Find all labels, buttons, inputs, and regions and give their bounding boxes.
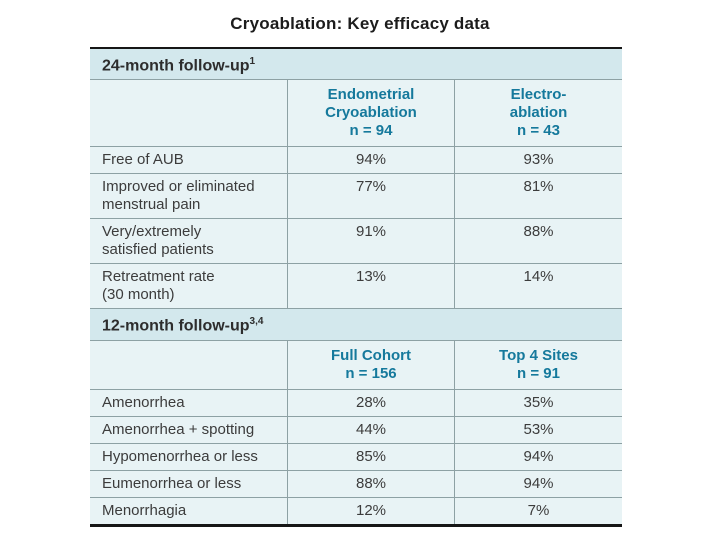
value-cell: 28% [288, 389, 455, 416]
column-header-cell: Top 4 Sites n = 91 [455, 341, 622, 389]
section-heading-text: 12-month follow-up [102, 317, 250, 335]
value-cell: 88% [523, 223, 554, 241]
table-row: Free of AUB 94% 93% [90, 147, 622, 175]
row-label-cell: Free of AUB [90, 147, 288, 174]
section-heading-superscript: 3,4 [249, 316, 264, 328]
row-label-cell: Amenorrhea [90, 389, 288, 416]
table-row: Amenorrhea + spotting 44% 53% [90, 416, 622, 444]
row-label-cell: Menorrhagia [90, 497, 288, 524]
value-cell: 7% [527, 501, 550, 519]
efficacy-table: 24-month follow-up1 Endometrial Cryoablat… [90, 47, 622, 527]
row-label-cell: Amenorrhea + spotting [90, 416, 288, 443]
table-row: Eumenorrhea or less 88% 94% [90, 470, 622, 498]
value-cell: 14% [523, 268, 554, 286]
value-cell: 91% [288, 219, 455, 264]
section-heading-text: 24-month follow-up [102, 57, 250, 75]
value-cell: 85% [288, 443, 455, 470]
value-cell: 44% [288, 416, 455, 443]
table-row: Very/extremely satisfied patients 91% 88% [90, 219, 622, 265]
column-header-cell: Endometrial Cryoablation n = 94 [288, 80, 455, 147]
value-cell: 77% [288, 174, 455, 219]
value-cell: 94% [523, 447, 554, 465]
table-row: Menorrhagia 12% 7% [90, 497, 622, 524]
row-label-cell: Improved or eliminated menstrual pain [90, 174, 288, 219]
column-header-spacer-cell [90, 80, 288, 147]
section-heading-superscript: 1 [249, 56, 256, 67]
column-header-cell: Electro- ablation n = 43 [455, 80, 622, 146]
row-label-cell: Retreatment rate (30 month) [90, 264, 288, 309]
column-header-label: Electro- ablation [509, 86, 568, 122]
row-label-cell: Hypomenorrhea or less [90, 443, 288, 470]
page-title: Cryoablation: Key efficacy data [230, 14, 490, 33]
column-header-label: Full Cohort [331, 346, 411, 364]
row-label-cell: Very/extremely satisfied patients [90, 219, 288, 264]
table-row: Retreatment rate (30 month) 13% 14% [90, 264, 622, 310]
column-header-n: n = 156 [345, 364, 397, 382]
column-header-label: Top 4 Sites [499, 346, 578, 364]
value-cell: 93% [523, 151, 554, 169]
value-cell: 94% [288, 147, 455, 174]
section-heading: 12-month follow-up3,4 [90, 309, 622, 341]
table-row: Amenorrhea 28% 35% [90, 389, 622, 417]
value-cell: 13% [288, 264, 455, 309]
column-header-n: n = 43 [517, 122, 560, 140]
column-header-n: n = 91 [517, 364, 560, 382]
value-cell: 53% [523, 420, 554, 438]
row-label-cell: Eumenorrhea or less [90, 470, 288, 497]
column-header-label: Endometrial Cryoablation [325, 86, 417, 122]
value-cell: 12% [288, 497, 455, 524]
column-header-row: Full Cohort n = 156 Top 4 Sites n = 91 [90, 340, 622, 390]
column-header-spacer-cell [90, 340, 288, 389]
table-row: Improved or eliminated menstrual pain 77%… [90, 174, 622, 220]
column-header-cell: Full Cohort n = 156 [288, 340, 455, 389]
value-cell: 88% [288, 470, 455, 497]
column-header-n: n = 94 [349, 122, 393, 140]
value-cell: 94% [523, 474, 554, 492]
value-cell: 35% [523, 393, 554, 411]
value-cell: 81% [523, 178, 554, 196]
column-header-row: Endometrial Cryoablation n = 94 Electro- a… [90, 80, 622, 148]
table-row: Hypomenorrhea or less 85% 94% [90, 443, 622, 471]
section-heading: 24-month follow-up1 [90, 49, 622, 81]
